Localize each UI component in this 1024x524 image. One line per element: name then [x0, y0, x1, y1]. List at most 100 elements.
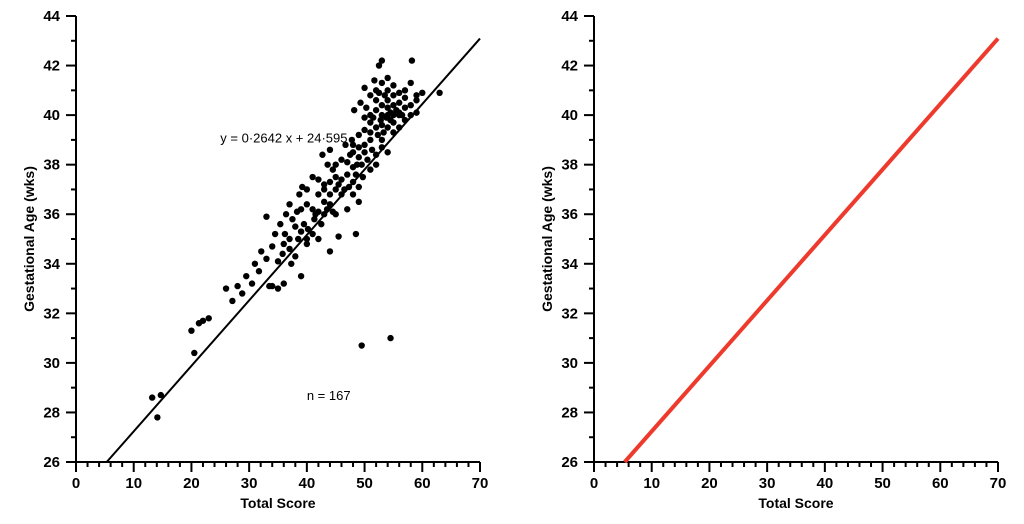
- scatter-point: [367, 166, 373, 172]
- y-tick-label: 32: [561, 305, 578, 322]
- scatter-point: [304, 201, 310, 207]
- scatter-point: [200, 318, 206, 324]
- x-tick-label: 60: [414, 475, 431, 492]
- scatter-point: [367, 92, 373, 98]
- scatter-point: [379, 57, 385, 63]
- x-tick-label: 60: [932, 475, 949, 492]
- scatter-point: [249, 280, 255, 286]
- scatter-point: [356, 132, 362, 138]
- scatter-point: [409, 57, 415, 63]
- x-tick-label: 30: [759, 475, 776, 492]
- y-tick-label: 42: [43, 58, 60, 75]
- x-tick-label: 50: [356, 475, 373, 492]
- scatter-point: [413, 92, 419, 98]
- y-tick-label: 40: [561, 107, 578, 124]
- scatter-point: [373, 161, 379, 167]
- equation-text: y = 0·2642 x + 24·595: [220, 130, 347, 145]
- x-tick-label: 50: [874, 475, 891, 492]
- scatter-point: [275, 258, 281, 264]
- chart-pair: 01020304050607026283032343638404244Total…: [0, 0, 1024, 524]
- scatter-point: [379, 137, 385, 143]
- scatter-point: [223, 285, 229, 291]
- x-tick-label: 70: [990, 475, 1007, 492]
- y-tick-label: 36: [43, 206, 60, 223]
- scatter-point: [309, 174, 315, 180]
- y-axis-label: Gestational Age (wks): [539, 166, 555, 312]
- x-axis-label: Total Score: [240, 495, 315, 511]
- sample-size-text: n = 167: [307, 388, 351, 403]
- scatter-point: [335, 233, 341, 239]
- scatter-point: [351, 107, 357, 113]
- scatter-point: [375, 132, 381, 138]
- scatter-point: [384, 75, 390, 81]
- scatter-point: [376, 90, 382, 96]
- y-tick-label: 30: [43, 355, 60, 372]
- scatter-point: [367, 137, 373, 143]
- scatter-point: [304, 186, 310, 192]
- scatter-point: [333, 161, 339, 167]
- scatter-point: [292, 253, 298, 259]
- scatter-point: [281, 280, 287, 286]
- scatter-point: [369, 147, 375, 153]
- scatter-point: [356, 154, 362, 160]
- x-axis-label: Total Score: [758, 495, 833, 511]
- scatter-point: [373, 107, 379, 113]
- scatter-point: [384, 124, 390, 130]
- scatter-point: [327, 248, 333, 254]
- scatter-point: [367, 129, 373, 135]
- scatter-point: [282, 231, 288, 237]
- scatter-point: [390, 119, 396, 125]
- scatter-point: [402, 87, 408, 93]
- scatter-point: [298, 206, 304, 212]
- scatter-point: [338, 176, 344, 182]
- scatter-point: [371, 77, 377, 83]
- scatter-point: [315, 209, 321, 215]
- scatter-point: [272, 231, 278, 237]
- y-tick-label: 36: [561, 206, 578, 223]
- scatter-point: [379, 80, 385, 86]
- scatter-point: [361, 85, 367, 91]
- x-tick-label: 20: [701, 475, 718, 492]
- scatter-point: [344, 159, 350, 165]
- scatter-point: [256, 268, 262, 274]
- scatter-point: [361, 149, 367, 155]
- x-tick-label: 30: [241, 475, 258, 492]
- scatter-point: [324, 161, 330, 167]
- scatter-point: [358, 161, 364, 167]
- scatter-point: [350, 149, 356, 155]
- scatter-point: [402, 104, 408, 110]
- scatter-point: [277, 221, 283, 227]
- scatter-point: [384, 149, 390, 155]
- scatter-point: [206, 315, 212, 321]
- scatter-point: [436, 90, 442, 96]
- scatter-point: [379, 122, 385, 128]
- scatter-point: [357, 100, 363, 106]
- scatter-point: [333, 174, 339, 180]
- scatter-point: [327, 147, 333, 153]
- scatter-point: [396, 90, 402, 96]
- x-tick-label: 70: [472, 475, 489, 492]
- x-tick-label: 10: [643, 475, 660, 492]
- scatter-point: [321, 199, 327, 205]
- scatter-point: [229, 298, 235, 304]
- scatter-point: [358, 342, 364, 348]
- scatter-point: [387, 335, 393, 341]
- scatter-point: [263, 214, 269, 220]
- y-tick-label: 28: [43, 404, 60, 421]
- scatter-point: [279, 251, 285, 257]
- scatter-point: [286, 201, 292, 207]
- scatter-point: [390, 92, 396, 98]
- scatter-point: [275, 285, 281, 291]
- y-tick-label: 26: [561, 454, 578, 471]
- scatter-point: [286, 236, 292, 242]
- y-tick-label: 42: [561, 58, 578, 75]
- y-tick-label: 30: [561, 355, 578, 372]
- scatter-point: [344, 171, 350, 177]
- y-tick-label: 38: [561, 157, 578, 174]
- trend-line: [625, 39, 998, 462]
- y-tick-label: 26: [43, 454, 60, 471]
- scatter-point: [243, 273, 249, 279]
- scatter-point: [338, 157, 344, 163]
- scatter-point: [364, 157, 370, 163]
- scatter-point: [319, 152, 325, 158]
